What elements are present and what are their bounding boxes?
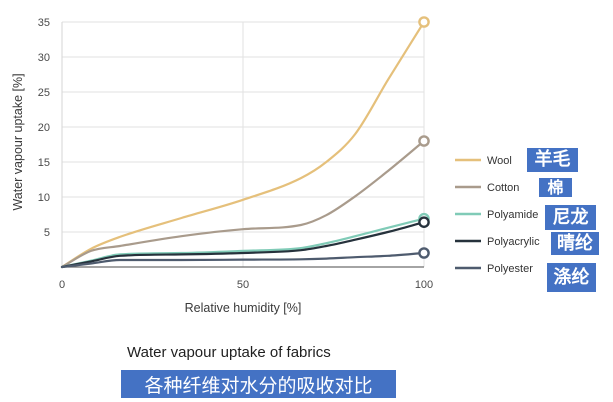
legend-item-cotton: Cotton	[455, 182, 519, 194]
zh-label-cotton: 棉	[539, 178, 572, 197]
end-marker-wool	[418, 16, 430, 28]
legend-label-polyamide: Polyamide	[487, 209, 538, 221]
series-line-polyacrylic	[60, 221, 426, 269]
legend-item-polyacrylic: Polyacrylic	[455, 236, 540, 248]
y-tick-label: 20	[38, 122, 50, 134]
legend-label-cotton: Cotton	[487, 182, 519, 194]
end-markers	[418, 16, 430, 259]
y-tick-label: 25	[38, 87, 50, 99]
legend-item-wool: Wool	[455, 155, 512, 167]
y-tick-label: 30	[38, 52, 50, 64]
x-tick-labels: 0 50 100	[59, 279, 433, 291]
series-lines	[60, 20, 426, 269]
legend-item-polyester: Polyester	[455, 263, 533, 275]
series-line-cotton	[60, 139, 426, 269]
y-tick-label: 10	[38, 192, 50, 204]
y-tick-label: 15	[38, 157, 50, 169]
legend-label-polyester: Polyester	[487, 263, 533, 275]
legend-item-polyamide: Polyamide	[455, 209, 538, 221]
series-line-polyester	[60, 251, 426, 269]
chart-caption-zh: 各种纤维对水分的吸收对比	[121, 370, 396, 398]
zh-label-polyacrylic: 晴纶	[551, 232, 599, 255]
x-tick-label: 100	[415, 279, 433, 291]
end-marker-cotton	[418, 135, 430, 147]
series-line-polyamide	[60, 217, 426, 269]
end-marker-polyacrylic	[418, 216, 430, 228]
legend: Wool Cotton Polyamide Polyacrylic Polyester	[455, 155, 540, 275]
y-tick-label: 35	[38, 17, 50, 29]
zh-label-wool: 羊毛	[527, 148, 578, 172]
legend-label-wool: Wool	[487, 155, 512, 167]
x-tick-label: 50	[237, 279, 249, 291]
line-chart: 5 10 15 20 25 30 35 0 50 100 Water vapour uptake…	[11, 16, 540, 315]
x-axis-title: Relative humidity [%]	[185, 301, 302, 315]
series-line-wool	[60, 20, 426, 269]
axes	[61, 22, 424, 268]
y-tick-label: 5	[44, 227, 50, 239]
zh-label-polyamide: 尼龙	[545, 205, 596, 230]
legend-label-polyacrylic: Polyacrylic	[487, 236, 540, 248]
end-marker-polyester	[418, 247, 430, 259]
y-tick-labels: 5 10 15 20 25 30 35	[38, 17, 50, 239]
y-axis-title: Water vapour uptake [%]	[11, 73, 25, 210]
chart-caption: Water vapour uptake of fabrics	[127, 344, 331, 361]
zh-label-polyester: 涤纶	[547, 263, 596, 292]
x-tick-label: 0	[59, 279, 65, 291]
